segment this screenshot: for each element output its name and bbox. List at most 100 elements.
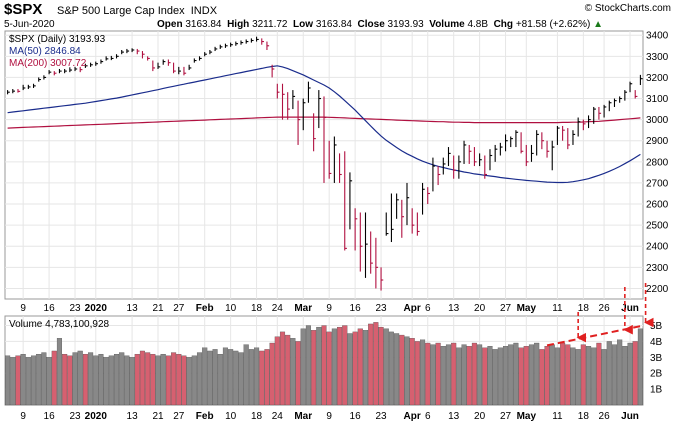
volume-bar [435, 342, 441, 406]
volume-bar [580, 344, 586, 406]
volume-bar [108, 355, 114, 406]
x-tick-label: 21 [152, 303, 164, 314]
volume-bar [212, 349, 218, 406]
volume-bar [25, 357, 31, 406]
x-tick-label: 11 [552, 303, 563, 314]
volume-bar [606, 341, 612, 406]
volume-bar [534, 342, 540, 406]
volume-bar [316, 326, 322, 406]
volume-bar [56, 338, 62, 406]
volume-bar [596, 342, 602, 406]
price-tick-label: 2500 [646, 221, 669, 232]
volume-bar [113, 353, 120, 406]
volume-bar [466, 346, 472, 406]
volume-bar [368, 323, 374, 406]
quote-stats: Open 3163.84 High 3211.72 Low 3163.84 Cl… [157, 19, 603, 30]
x-tick-label: 16 [350, 411, 362, 422]
x-tick-label: 11 [552, 411, 563, 422]
volume-bar [186, 357, 192, 406]
volume-bar [72, 352, 78, 406]
volume-bar [471, 342, 477, 406]
volume-bar [394, 333, 400, 406]
volume-bar [492, 349, 498, 406]
x-tick-label: Mar [294, 303, 312, 314]
volume-bar [5, 355, 11, 406]
x-tick-label: 27 [500, 411, 512, 422]
volume-bar [202, 347, 208, 406]
volume-bar [295, 341, 301, 406]
x-tick-label: 10 [225, 303, 237, 314]
symbol: $SPX [4, 1, 43, 18]
volume-bar [171, 352, 177, 406]
volume-bar [155, 355, 161, 406]
price-tick-label: 2800 [646, 157, 669, 168]
volume-bar [139, 350, 145, 406]
volume-bar [497, 347, 503, 406]
volume-bar [124, 355, 130, 406]
volume-bar [10, 357, 16, 406]
x-tick-label: 16 [350, 303, 362, 314]
volume-bar [51, 350, 57, 406]
x-tick-label: 18 [578, 303, 590, 314]
up-arrow-icon: ▲ [593, 19, 603, 30]
price-legend: $SPX (Daily) 3193.93 MA(50) 2846.84 MA(2… [9, 34, 106, 69]
volume-bar [77, 350, 83, 406]
x-tick-label: 9 [20, 411, 26, 422]
x-tick-label: May [517, 303, 537, 314]
volume-bar [420, 339, 426, 406]
x-tick-label: 9 [326, 411, 332, 422]
volume-label: Volume [429, 19, 465, 30]
x-tick-label: 18 [251, 411, 263, 422]
volume-bar [601, 349, 607, 406]
volume-bar [311, 330, 317, 406]
volume-bar [528, 344, 535, 406]
volume-bar [98, 353, 104, 406]
volume-bar [611, 344, 618, 406]
volume-bar [326, 331, 332, 406]
x-tick-label: 13 [127, 303, 139, 314]
close-value: 3193.93 [387, 19, 424, 30]
price-tick-label: 2600 [646, 200, 669, 211]
chg-value: +81.58 (+2.62%) [515, 19, 591, 30]
volume-bar [36, 353, 42, 406]
volume-bar [15, 355, 21, 406]
volume-bar [383, 328, 389, 406]
x-tick-label: Feb [196, 303, 214, 314]
volume-bar [191, 355, 197, 406]
volume-bar [477, 344, 483, 406]
x-tick-label: 9 [20, 303, 26, 314]
x-tick-label: 23 [375, 303, 387, 314]
volume-legend: Volume 4,783,100,928 [9, 319, 110, 330]
x-tick-label: Apr [404, 411, 421, 422]
x-tick-label: 9 [326, 303, 332, 314]
volume-bar [440, 346, 446, 406]
price-tick-label: 2400 [646, 242, 669, 253]
volume-bar [259, 350, 265, 406]
x-tick-label: Jun [621, 303, 639, 314]
volume-bar [523, 346, 529, 406]
volume-bar [337, 326, 343, 406]
volume-bar [409, 338, 415, 406]
volume-bar [622, 346, 628, 406]
volume-bar [243, 344, 249, 406]
open-label: Open [157, 19, 183, 30]
volume-bar [41, 352, 47, 406]
x-tick-label: 24 [272, 411, 284, 422]
x-tick-label: 16 [44, 303, 56, 314]
volume-bar [430, 344, 436, 406]
volume-bar [248, 349, 254, 406]
price-tick-label: 2700 [646, 178, 669, 189]
volume-bar [300, 328, 306, 406]
volume-bar [591, 347, 597, 406]
x-tick-label: 23 [69, 411, 81, 422]
x-tick-label: 20 [474, 411, 486, 422]
volume-bar [399, 334, 405, 406]
volume-bar [30, 355, 37, 406]
volume-bar [414, 341, 420, 406]
volume-bar [207, 350, 213, 406]
low-value: 3163.84 [315, 19, 352, 30]
price-tick-label: 2200 [646, 284, 669, 295]
volume-bar [20, 353, 26, 406]
price-tick-label: 2900 [646, 136, 669, 147]
